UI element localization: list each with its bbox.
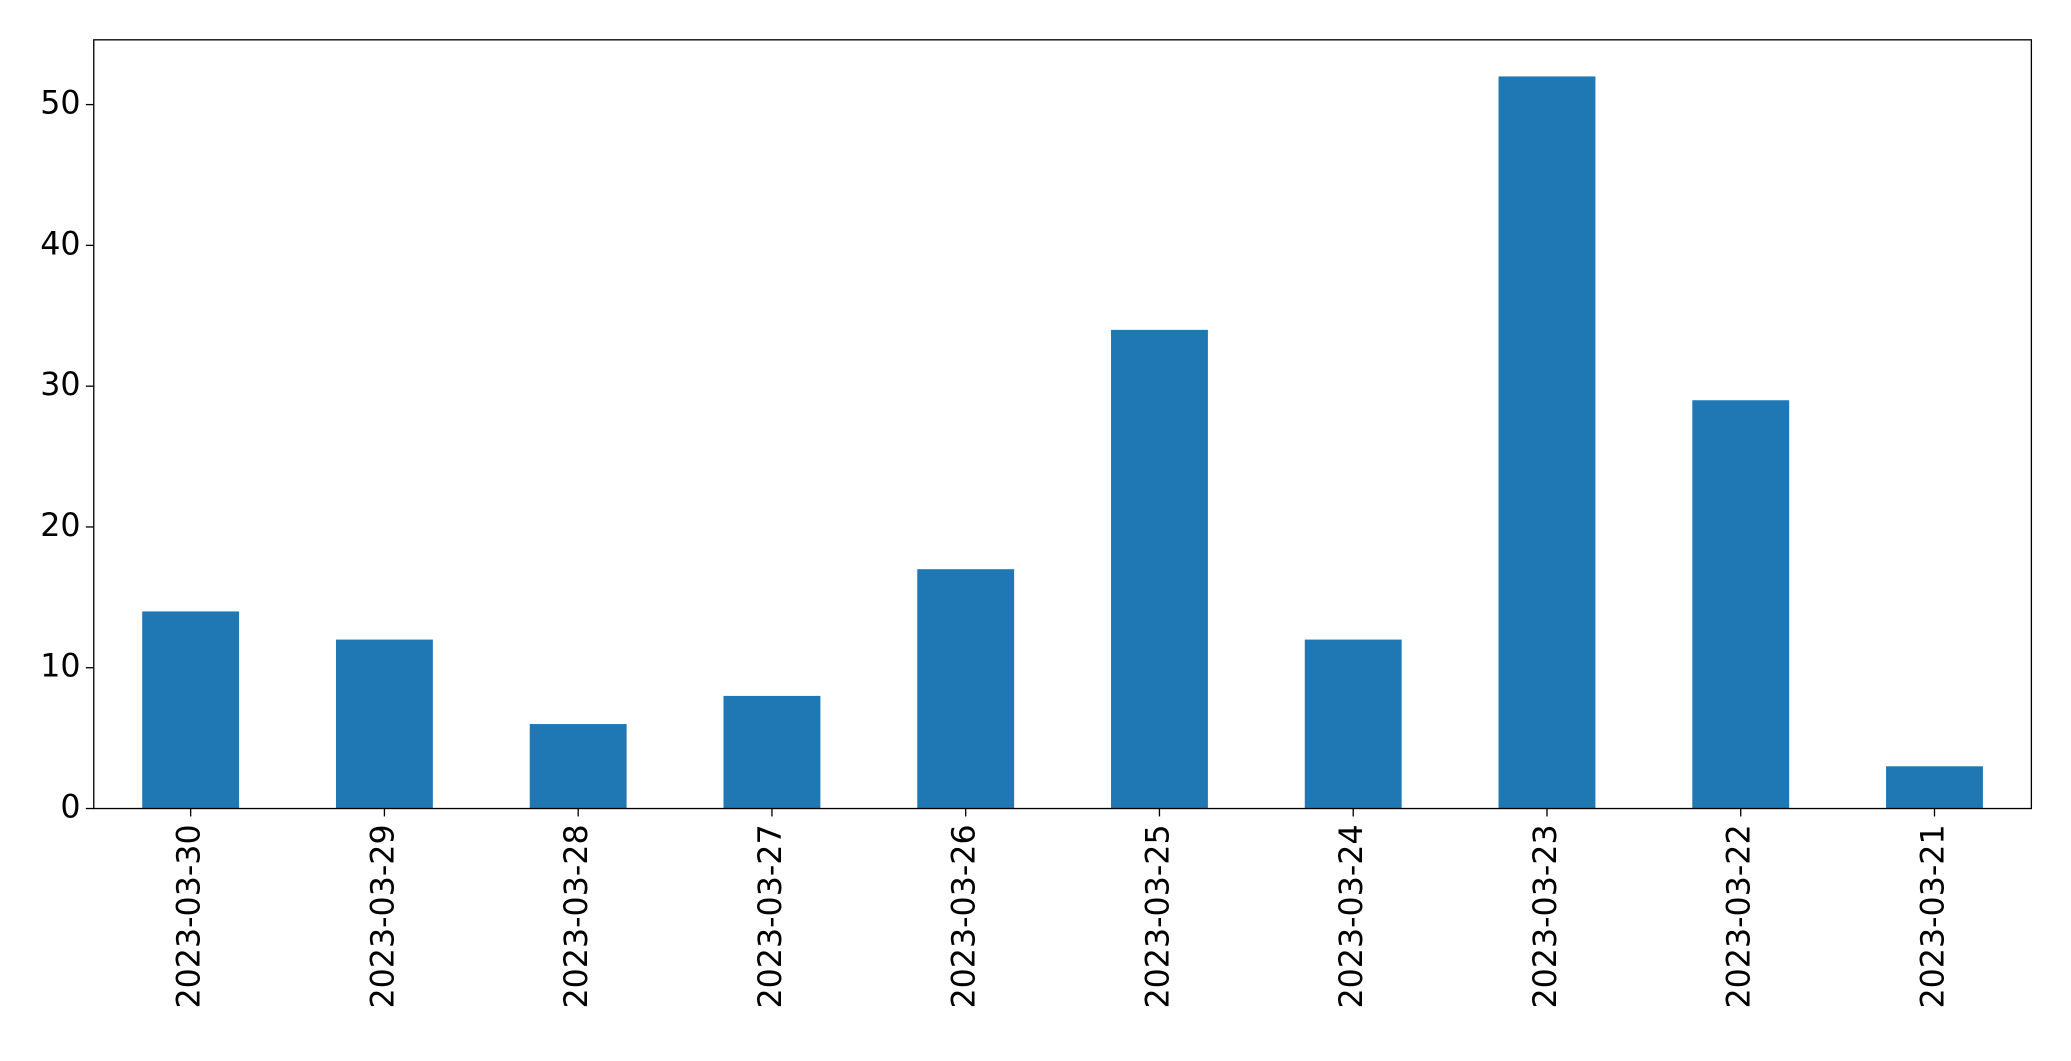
plot-frame [93,39,2033,810]
y-tick-label: 50 [40,86,80,122]
bar [1304,639,1402,809]
y-tick-label: 40 [40,226,80,262]
bar [1111,329,1208,809]
bar [1498,76,1596,809]
x-tick-label: 2023-03-27 [753,824,789,1008]
x-tick-label: 2023-03-25 [1140,824,1176,1008]
bar [335,639,433,809]
x-tick-label: 2023-03-24 [1334,824,1370,1008]
x-tick-label: 2023-03-28 [559,824,595,1008]
y-tick-label: 10 [40,649,80,685]
y-tick-label: 30 [40,367,80,403]
bar [917,569,1015,809]
bar [1692,400,1790,809]
y-tick-label: 0 [60,790,80,826]
bar [723,695,821,809]
y-tick-label: 20 [40,508,80,544]
x-tick-label: 2023-03-23 [1528,824,1564,1008]
bar [1886,766,1983,809]
x-tick-label: 2023-03-29 [365,824,401,1008]
x-tick-label: 2023-03-21 [1915,824,1951,1008]
x-tick-label: 2023-03-30 [172,824,208,1008]
bar [529,724,627,809]
x-tick-label: 2023-03-22 [1722,824,1758,1008]
x-tick-label: 2023-03-26 [947,824,983,1008]
bar [142,611,240,809]
